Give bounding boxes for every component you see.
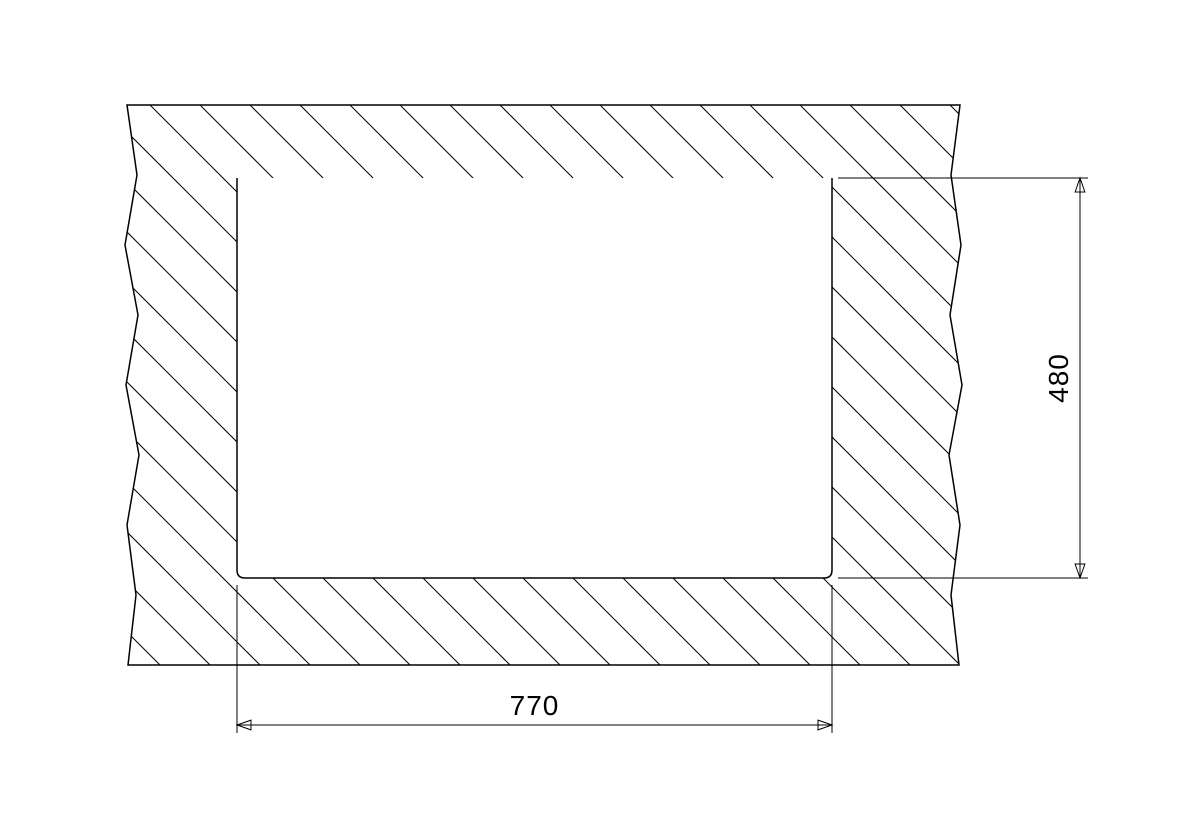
- cutout-rectangle: [237, 178, 832, 578]
- material-outline: [125, 105, 962, 665]
- dimension-width-value: 770: [510, 690, 560, 721]
- technical-drawing: 770 480: [0, 0, 1200, 828]
- dimension-width: 770: [237, 585, 832, 733]
- dimension-height-value: 480: [1043, 353, 1074, 403]
- dimension-height: 480: [838, 178, 1088, 578]
